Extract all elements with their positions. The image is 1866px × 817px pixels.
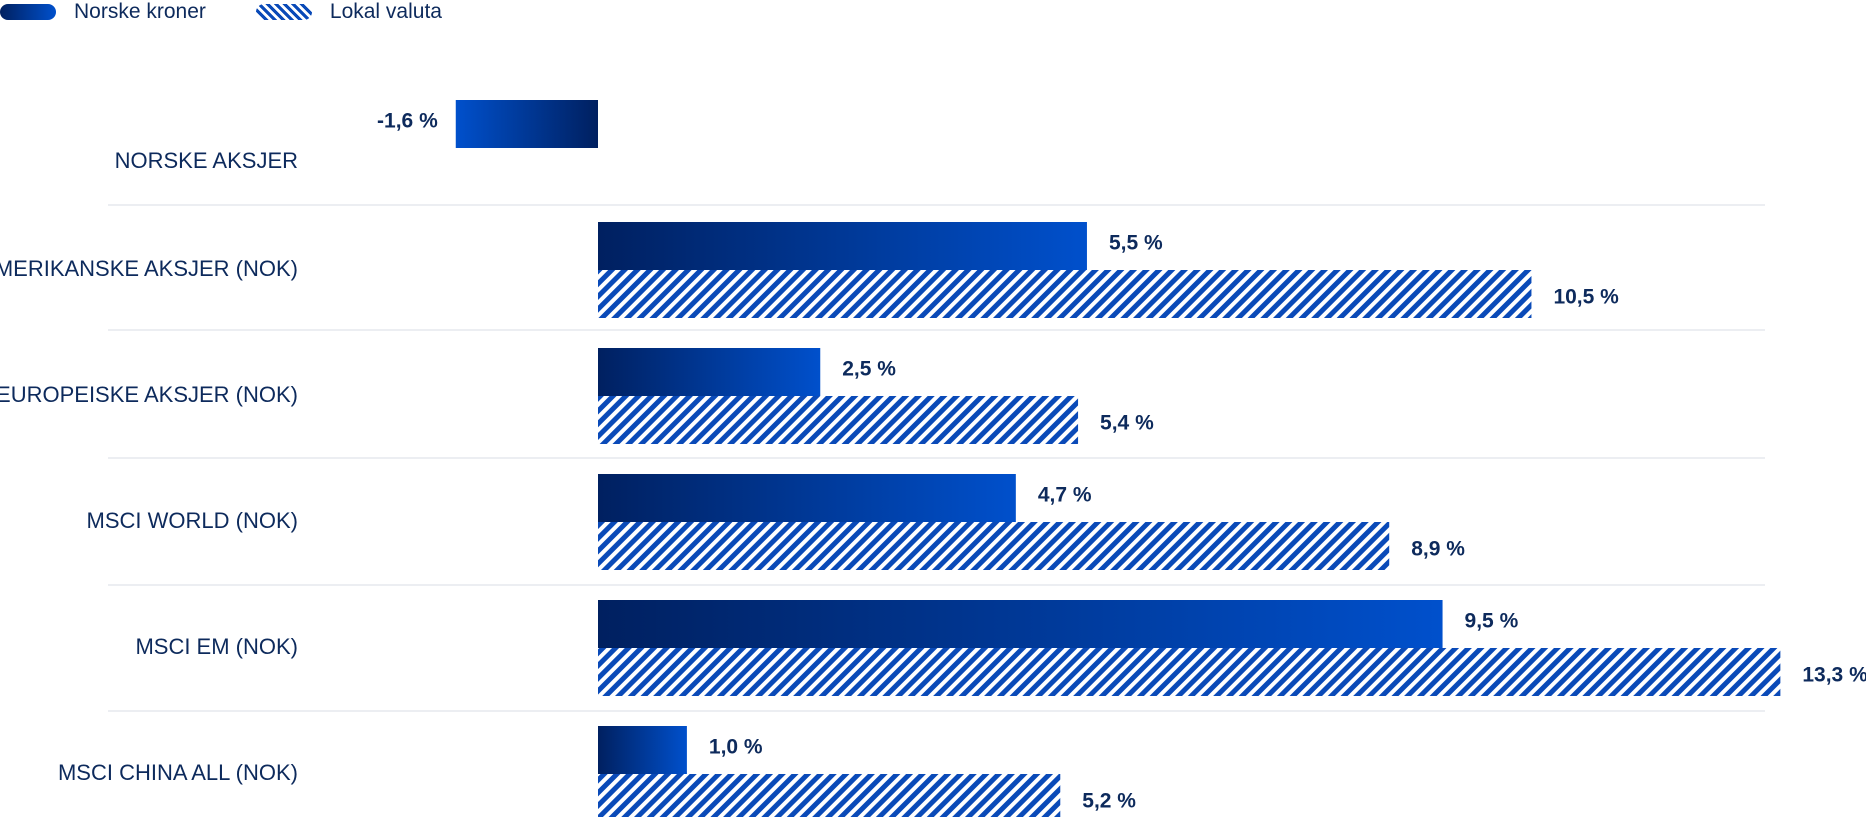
data-label: 2,5 %: [842, 358, 896, 381]
category-label: EUROPEISKE AKSJER (NOK): [0, 382, 298, 407]
bar-lokal-valuta: [598, 396, 1079, 444]
legend-label: Norske kroner: [74, 0, 206, 23]
hatched-pill-icon: [255, 4, 312, 20]
data-label: 5,2 %: [1082, 790, 1136, 813]
bar-norske-kroner: [598, 600, 1443, 648]
data-label: 5,4 %: [1100, 412, 1154, 435]
category-label: NORSKE AKSJER: [115, 148, 298, 173]
data-label: 9,5 %: [1465, 610, 1519, 633]
bar-norske-kroner: [598, 474, 1016, 522]
data-label: 5,5 %: [1109, 232, 1163, 255]
category-label: MSCI EM (NOK): [135, 634, 298, 659]
bar-norske-kroner: [598, 348, 821, 396]
bar-norske-kroner: [598, 726, 687, 774]
category-label: MSCI CHINA ALL (NOK): [58, 760, 298, 785]
data-label: 8,9 %: [1411, 538, 1465, 561]
bar-lokal-valuta: [598, 774, 1061, 817]
legend-label: Lokal valuta: [329, 0, 442, 23]
data-label: 4,7 %: [1038, 484, 1092, 507]
legend-item-norske-kroner: Norske kroner: [0, 0, 206, 24]
bar-norske-kroner: [598, 222, 1087, 270]
category-label: AMERIKANSKE AKSJER (NOK): [0, 256, 298, 281]
bar-norske-kroner: [455, 100, 598, 148]
gradient-pill-icon: [0, 4, 56, 20]
data-label: 1,0 %: [709, 736, 763, 759]
data-label: -1,6 %: [377, 110, 438, 133]
data-label: 13,3 %: [1802, 664, 1866, 687]
bar-lokal-valuta: [598, 270, 1532, 318]
data-label: 10,5 %: [1553, 286, 1619, 309]
legend: Norske kroner Lokal valuta: [0, 0, 492, 24]
bar-lokal-valuta: [598, 522, 1390, 570]
legend-item-lokal-valuta: Lokal valuta: [255, 0, 442, 24]
bar-lokal-valuta: [598, 648, 1781, 696]
category-label: MSCI WORLD (NOK): [87, 508, 298, 533]
